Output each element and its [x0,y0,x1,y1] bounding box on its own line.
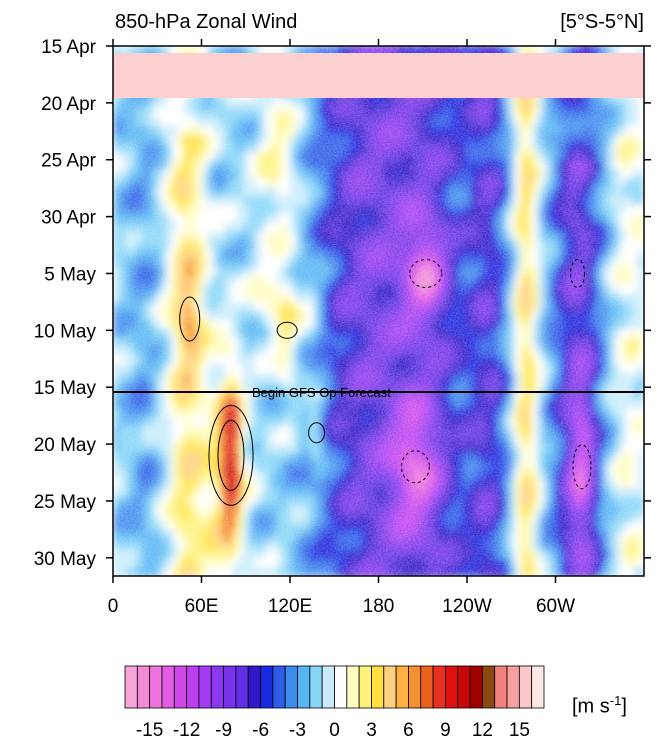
chart-subtitle: [5°S-5°N] [560,11,644,33]
colorbar-swatch [494,665,508,709]
colorbar-tick-label: 3 [366,720,377,741]
colorbar-swatch [136,665,151,709]
colorbar-swatch [173,665,188,709]
colorbar-tick-label: 15 [509,720,530,741]
colorbar-tick-label: -3 [289,720,306,741]
x-tick-label: 0 [108,596,119,617]
x-tick-label: 180 [363,596,395,617]
missing-data-band [113,53,644,98]
colorbar-tick-label: 6 [403,720,414,741]
x-tick-label: 60W [536,596,575,617]
colorbar-swatch [247,665,261,709]
colorbar-swatch [161,665,175,709]
colorbar-swatch [272,665,286,709]
y-axis: 15 Apr 20 Apr 25 Apr 30 Apr 5 May 10 May 15 Ma… [34,37,651,570]
colorbar: -15 -12 -9 -6 -3 0 3 6 9 12 15 [124,665,545,741]
colorbar-tick-label: -9 [215,720,232,741]
plot-area [113,46,644,576]
chart-title: 850-hPa Zonal Wind [115,11,297,33]
colorbar-swatch [124,665,138,709]
colorbar-swatch [506,665,520,709]
colorbar-swatch [321,665,335,709]
x-tick-label: 120E [268,596,312,617]
colorbar-swatch [481,665,496,709]
colorbar-swatch [371,665,385,709]
colorbar-tick-label: 12 [472,720,493,741]
colorbar-swatch [297,665,311,709]
y-tick-label: 5 May [44,264,96,285]
colorbar-tick-label: 0 [329,720,340,741]
y-tick-label: 30 May [34,549,97,570]
colorbar-tick-label: -15 [136,720,163,741]
colorbar-swatch [334,665,348,709]
y-tick-label: 25 May [34,492,97,513]
x-tick-label: 60E [185,596,219,617]
colorbar-swatch [358,665,372,709]
colorbar-swatch [383,665,397,709]
y-tick-label: 25 Apr [41,151,97,172]
colorbar-swatch [284,665,298,709]
y-tick-label: 20 May [34,435,97,456]
y-tick-label: 10 May [34,321,97,342]
y-tick-label: 30 Apr [41,208,97,229]
y-tick-label: 15 Apr [41,37,97,58]
colorbar-swatch [408,665,422,709]
colorbar-swatch [223,665,237,709]
colorbar-swatch [346,665,360,709]
y-tick-label: 20 Apr [41,94,97,115]
colorbar-swatch [395,665,409,709]
colorbar-tick-label: 9 [440,720,451,741]
colorbar-swatch [186,665,200,709]
colorbar-swatch [445,665,459,709]
colorbar-swatch [469,665,483,709]
colorbar-swatch [531,665,545,709]
colorbar-swatch [457,665,471,709]
contour-lines [179,259,592,506]
forecast-annotation: Begin GFS Op Forecast [252,385,391,400]
grain-overlay [113,46,644,576]
y-tick-label: 15 May [34,378,97,399]
colorbar-swatch [518,665,533,709]
x-axis: 0 60E 120E 180 120W 60W [108,39,575,617]
colorbar-units: [m s-1] [572,693,627,718]
colorbar-swatch [198,665,212,709]
colorbar-tick-label: -6 [252,720,269,741]
colorbar-swatch [420,665,434,709]
x-tick-label: 120W [442,596,492,617]
colorbar-swatch [235,665,249,709]
colorbar-swatch [260,665,274,709]
colorbar-tick-label: -12 [173,720,200,741]
colorbar-swatch [432,665,446,709]
colorbar-swatch [149,665,163,709]
colorbar-swatch [210,665,224,709]
colorbar-swatch [309,665,323,709]
